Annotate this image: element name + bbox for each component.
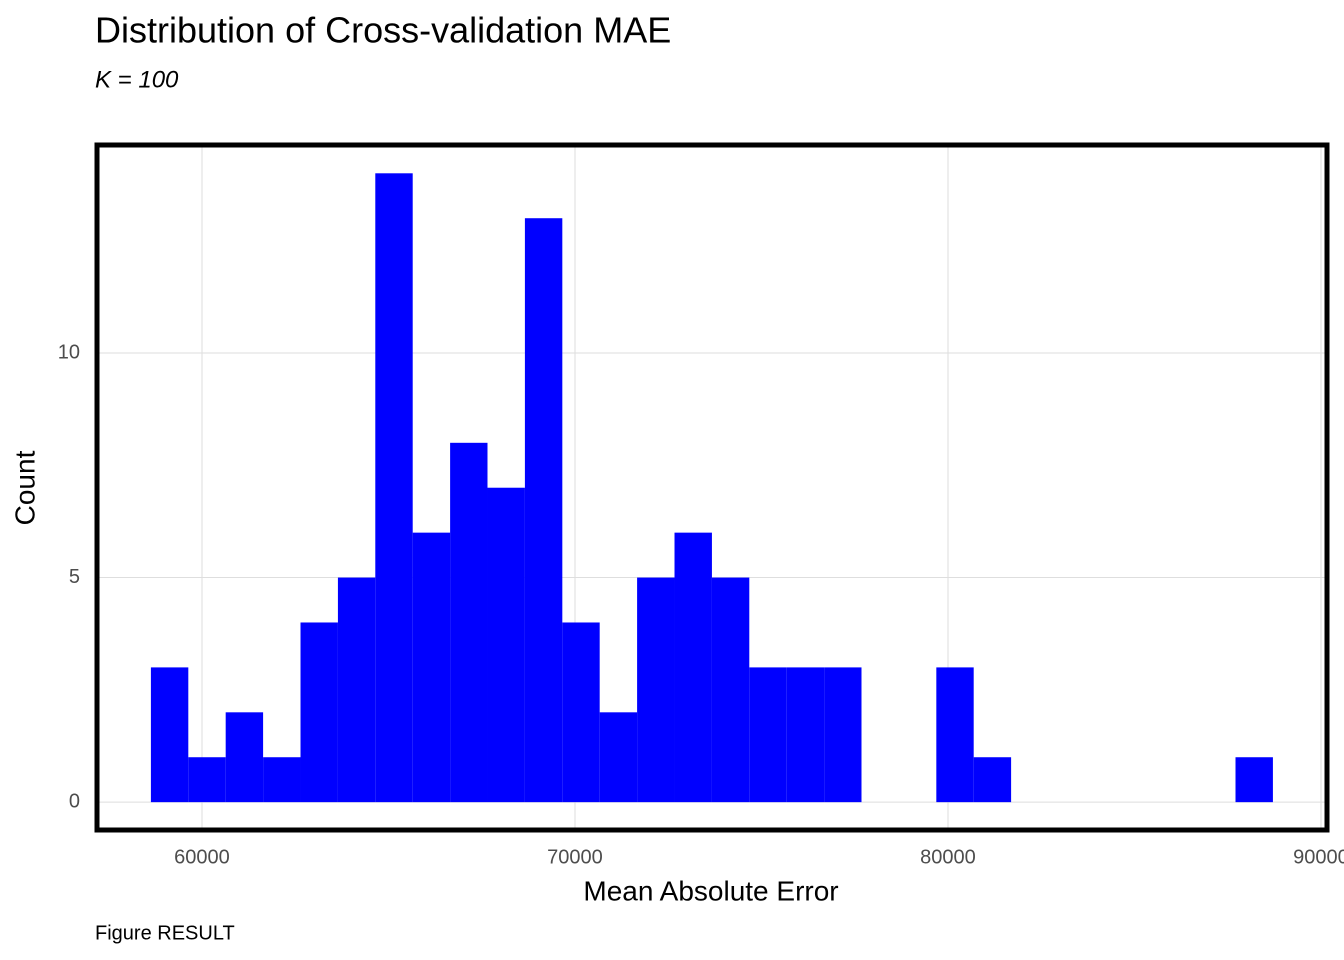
x-tick-label: 90000 (1293, 846, 1344, 868)
y-tick-label: 0 (69, 790, 80, 812)
x-tick-label: 60000 (174, 846, 230, 868)
y-axis-label: Count (9, 450, 40, 525)
y-tick-label: 10 (58, 341, 80, 363)
bar (225, 712, 264, 803)
bar (749, 667, 787, 803)
bar (674, 532, 712, 803)
bar (263, 757, 301, 803)
bar (711, 577, 750, 803)
bar (337, 577, 376, 803)
bar (300, 622, 338, 803)
bar (936, 667, 974, 803)
y-tick-label: 5 (69, 566, 80, 588)
bar (1235, 757, 1273, 803)
panel-border (94, 142, 1330, 833)
bar (824, 667, 862, 803)
bar (188, 757, 226, 803)
x-axis-label: Mean Absolute Error (583, 875, 838, 906)
bar (150, 667, 189, 803)
bar (562, 622, 600, 803)
bar (524, 218, 563, 803)
bar (599, 712, 638, 803)
bar (412, 532, 451, 803)
x-tick-label: 70000 (547, 846, 603, 868)
chart-title: Distribution of Cross-validation MAE (95, 10, 671, 51)
x-tick-label: 80000 (920, 846, 976, 868)
bar (973, 757, 1012, 803)
bar (786, 667, 825, 803)
bar (487, 487, 525, 803)
caption: Figure RESULT (95, 922, 235, 944)
bar (375, 173, 413, 803)
bar (450, 442, 488, 803)
bar (637, 577, 675, 803)
chart-subtitle: K = 100 (95, 66, 179, 93)
